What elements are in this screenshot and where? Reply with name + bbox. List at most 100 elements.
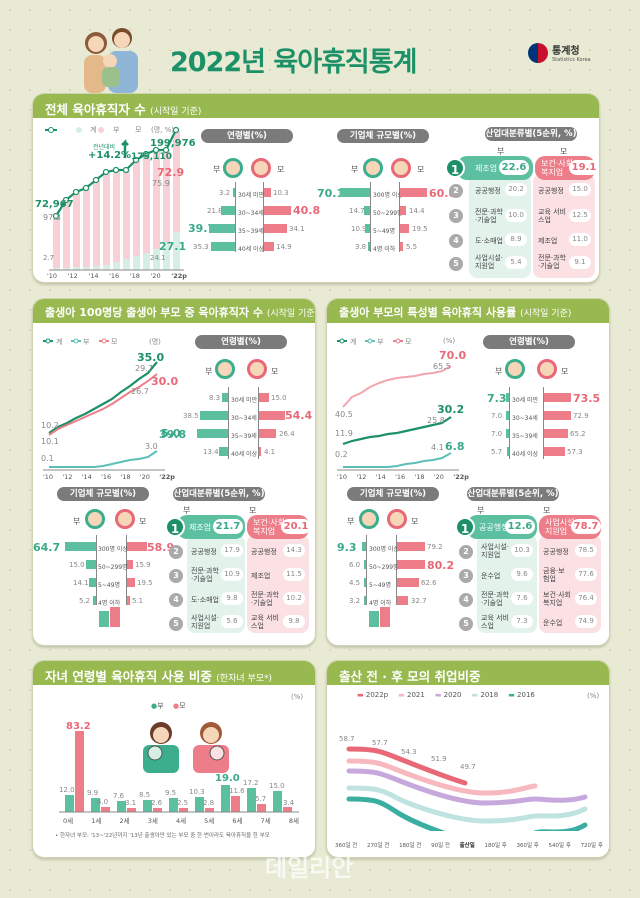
x-axis-ticks: '10 '12 '14 '16 '18 '20 '22p xyxy=(43,473,175,481)
size-father-value: 15.0 xyxy=(69,561,85,569)
industry-label: 도·소매업 xyxy=(191,596,219,604)
industry-label: 전문·과학·기술업 xyxy=(538,254,566,270)
father-face-icon xyxy=(505,359,525,379)
panel-title: 출산 전 · 후 모의 취업비중 xyxy=(339,669,481,684)
x-tick: '20 xyxy=(139,473,150,481)
age-label: 30~34세 xyxy=(512,415,538,422)
age-pill: 연령별(%) xyxy=(201,129,293,143)
mother-face-icon xyxy=(387,509,407,529)
label-total-2010: 11.9 xyxy=(335,429,353,438)
industry-label: 사업시설·지원업 xyxy=(481,543,509,559)
industry-label: 운수업 xyxy=(481,572,501,580)
father-label: 부 xyxy=(497,147,505,156)
label-2010-total: 72,967 xyxy=(35,199,74,210)
industry-value: 9.8 xyxy=(221,592,243,605)
mother-label: 모 xyxy=(271,367,279,376)
age-label: 30세 미만 xyxy=(238,192,265,199)
age-label: 40세 이상 xyxy=(238,246,265,253)
age-mother-value: 73.5 xyxy=(573,392,601,405)
size-pill: 기업체 규모별(%) xyxy=(347,487,439,501)
industry-label: 공공행정 xyxy=(538,187,564,195)
industry-value: 76.4 xyxy=(575,592,597,605)
mother-label: 모 xyxy=(417,165,425,174)
label-total-2021: 29.7 xyxy=(135,364,153,373)
industry-value: 14.3 xyxy=(283,544,305,557)
bar-label: 9.9 xyxy=(87,789,99,797)
x-tick: 180일 전 xyxy=(399,843,422,849)
x-axis-ticks: '10 '12 '14 '16 '18 '20 '22p xyxy=(337,473,469,481)
industry-value: 12.5 xyxy=(569,209,591,222)
legend-father: ●부 xyxy=(151,702,164,710)
panel-title-note: (시작일 기준) xyxy=(150,107,202,117)
father-face-icon xyxy=(363,158,383,178)
industry-label: 보건·사회복지업 xyxy=(543,591,571,607)
building-icon xyxy=(110,607,120,627)
industry-label: 공공행정 xyxy=(479,523,509,532)
x-tick: '12 xyxy=(62,473,73,481)
age-label: 35~39세 xyxy=(231,433,257,440)
label-total-2022: 30.2 xyxy=(437,403,465,416)
size-label: 5~49명 xyxy=(369,582,391,589)
industry-label: 사업시설·지원업 xyxy=(191,614,219,630)
industry-label: 제조업 xyxy=(475,164,498,173)
size-label: 300명 이상 xyxy=(369,546,399,553)
industry-label: 공공행정 xyxy=(475,187,501,195)
panel-header: 출생아 부모의 특성별 육아휴직 사용률 (시작일 기준) xyxy=(327,299,609,323)
industry-top-mother-value: 20.1 xyxy=(281,519,311,534)
x-tick: '14 xyxy=(81,473,92,481)
legend-mother: 모 xyxy=(135,126,142,134)
panel-title-note: (시작일 기준) xyxy=(266,309,316,319)
industry-label: 전문·과학·기술업 xyxy=(251,591,279,607)
size-mother-value: 58.9 xyxy=(147,541,175,554)
size-mother-value: 79.2 xyxy=(427,543,443,551)
father-face-icon xyxy=(85,509,105,529)
x-tick: 8세 xyxy=(288,817,299,825)
industry-label: 전문·과학·기술업 xyxy=(475,208,503,224)
age-label: 30~34세 xyxy=(231,415,257,422)
mother-face-icon xyxy=(115,509,135,529)
age-mother-value: 40.8 xyxy=(293,204,321,217)
industry-value: 8.9 xyxy=(505,233,527,246)
legend-label: 모 xyxy=(179,702,186,710)
size-father-value: 14.7 xyxy=(349,207,365,215)
rank-1-badge: 1 xyxy=(445,158,465,178)
legend-total: 계 xyxy=(350,338,357,346)
industry-pill: 산업대분류별(5순위, %) xyxy=(485,127,577,141)
label-2022-father: 27.1 xyxy=(159,240,187,253)
panel-usage-rate: 출생아 부모의 특성별 육아휴직 사용률 (시작일 기준) 계 부 모 (%) … xyxy=(326,298,610,646)
size-father-value: 6.0 xyxy=(349,561,361,569)
panel-title-note: (한자녀 부모*) xyxy=(216,674,273,684)
label-total-2022: 35.0 xyxy=(137,351,165,364)
mother-face-icon xyxy=(251,158,271,178)
panel-title: 전체 육아휴직자 수 xyxy=(45,102,146,117)
size-father-value: 9.3 xyxy=(337,541,357,554)
father-label: 부 xyxy=(351,165,359,174)
age-mother-value: 10.3 xyxy=(273,189,289,197)
age-mother-value: 14.9 xyxy=(276,243,292,251)
stacked-bars xyxy=(53,130,180,270)
footnote: • 한자녀 부모: '13~'22년까지 '13년 출생아만 있는 부모 중 한… xyxy=(55,833,270,839)
x-axis-ticks: 360일 전 270일 전 180일 전 90일 전 출산일 180일 후 360일 후 54… xyxy=(335,841,603,849)
yoy-label: 전년대비 xyxy=(93,144,116,151)
size-mother-value: 5.5 xyxy=(406,243,418,251)
industry-label: 공공행정 xyxy=(543,548,569,556)
legend-label: 2022p xyxy=(365,691,389,699)
x-tick: 2세 xyxy=(119,817,130,825)
size-father-value: 10.9 xyxy=(351,225,367,233)
usage-rate-chart xyxy=(337,338,459,471)
label-father-2021: 3.0 xyxy=(145,442,158,451)
bar-label: 10.3 xyxy=(189,788,205,796)
age-father-value: 7.0 xyxy=(491,412,503,420)
age-father-value: 7.3 xyxy=(487,392,507,405)
bar-label: 3.4 xyxy=(283,799,295,807)
size-father-value: 70.1 xyxy=(317,187,345,200)
employment-line-chart xyxy=(346,746,588,831)
chart-unit: (명) xyxy=(149,338,161,346)
panel-child-age-share: 자녀 연령별 육아휴직 사용 비중 (한자녀 부모*) (%) ●부 ●모 83… xyxy=(32,660,316,858)
age-pill: 연령별(%) xyxy=(195,335,287,349)
age-label: 35~39세 xyxy=(238,228,264,235)
industry-value: 5.4 xyxy=(505,256,527,269)
size-father-value: 64.7 xyxy=(33,541,61,554)
label-2021-father: 24.1 xyxy=(150,254,166,262)
bar-label: 19.0 xyxy=(215,773,240,784)
